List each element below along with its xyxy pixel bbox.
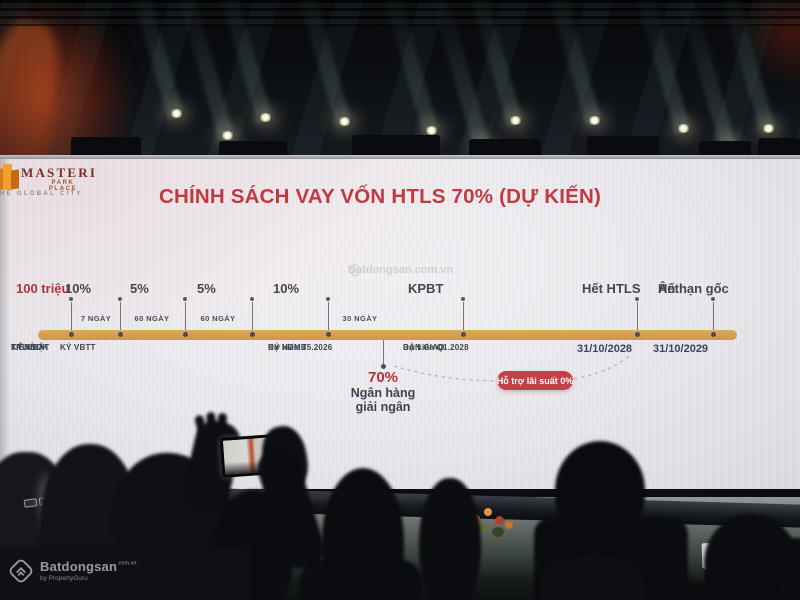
audience-edge bbox=[780, 538, 800, 600]
audience-shoulders bbox=[688, 582, 800, 600]
presentation-slide: MASTERI PARK PLACE THE GLOBAL CITY CHÍNH… bbox=[0, 159, 800, 489]
spotlight bbox=[588, 116, 601, 125]
logo-tagline-text: THE GLOBAL CITY bbox=[0, 191, 83, 197]
disbursement-line2: giải ngân bbox=[355, 400, 411, 414]
spotlight bbox=[338, 117, 351, 126]
spotlight bbox=[259, 113, 272, 122]
watermark-tld: .com.vn bbox=[117, 560, 137, 567]
spotlight bbox=[509, 116, 522, 125]
slide-title: CHÍNH SÁCH VAY VỐN HTLS 70% (DỰ KIẾN) bbox=[158, 185, 602, 208]
watermark-brand: Batdongsan bbox=[40, 559, 118, 575]
interval-30-days: 30 NGÀY bbox=[342, 314, 378, 323]
disbursement-percent: 70% bbox=[367, 369, 399, 386]
spotlight bbox=[677, 124, 690, 133]
interval-7-days: 7 NGÀY bbox=[80, 314, 112, 323]
stage-equipment bbox=[71, 137, 141, 160]
spotlight bbox=[170, 109, 183, 118]
center-watermark-text: Batdongsan.com.vn bbox=[348, 264, 454, 276]
stage-flowers bbox=[505, 521, 513, 529]
audience-head bbox=[540, 554, 646, 600]
disbursement-dot bbox=[380, 364, 386, 369]
audience-front-row bbox=[0, 548, 250, 600]
stage-flowers bbox=[484, 508, 492, 516]
stage-flowers bbox=[495, 516, 504, 525]
spotlight bbox=[425, 126, 438, 135]
timeline-bar bbox=[38, 330, 737, 340]
screen-fold-shadow bbox=[0, 159, 10, 489]
watermark-byline: by PropertyGuru bbox=[40, 575, 88, 583]
spotlight bbox=[762, 124, 775, 133]
batdongsan-logo-icon bbox=[9, 559, 33, 583]
support-dashed-curve bbox=[393, 355, 630, 382]
interval-60-days-2: 60 NGÀY bbox=[200, 314, 236, 323]
disbursement-stem bbox=[382, 340, 384, 366]
stage-equipment bbox=[758, 138, 800, 160]
stage-ceiling bbox=[0, 0, 800, 240]
logo-subtitle-text: PARK PLACE bbox=[48, 180, 78, 192]
logo-brand-text: MASTERI bbox=[21, 165, 98, 180]
audience-shoulders bbox=[300, 560, 422, 600]
masteri-logo: MASTERI PARK PLACE THE GLOBAL CITY bbox=[0, 159, 120, 205]
interest-support-badge: Hỗ trợ lãi suất 0% bbox=[497, 371, 573, 390]
stage-equipment bbox=[469, 139, 541, 160]
batdongsan-watermark-icon bbox=[348, 263, 362, 277]
disbursement-line1: Ngân hàng bbox=[350, 386, 416, 400]
batdongsan-watermark: Batdongsan.com.vn by PropertyGuru bbox=[8, 558, 136, 584]
spotlight bbox=[221, 131, 234, 140]
stage-flowers bbox=[478, 523, 488, 532]
screen-top-edge bbox=[0, 155, 800, 159]
audience-head bbox=[419, 478, 481, 600]
interval-60-days: 60 NGÀY bbox=[134, 314, 170, 323]
ceiling-truss bbox=[0, 0, 800, 26]
disbursement-label: 70% Ngân hàng giải ngân bbox=[323, 369, 443, 414]
center-watermark: Batdongsan.com.vn bbox=[348, 263, 453, 277]
stage-flowers bbox=[492, 527, 504, 537]
watermark-text: Batdongsan.com.vn by PropertyGuru bbox=[40, 559, 136, 583]
